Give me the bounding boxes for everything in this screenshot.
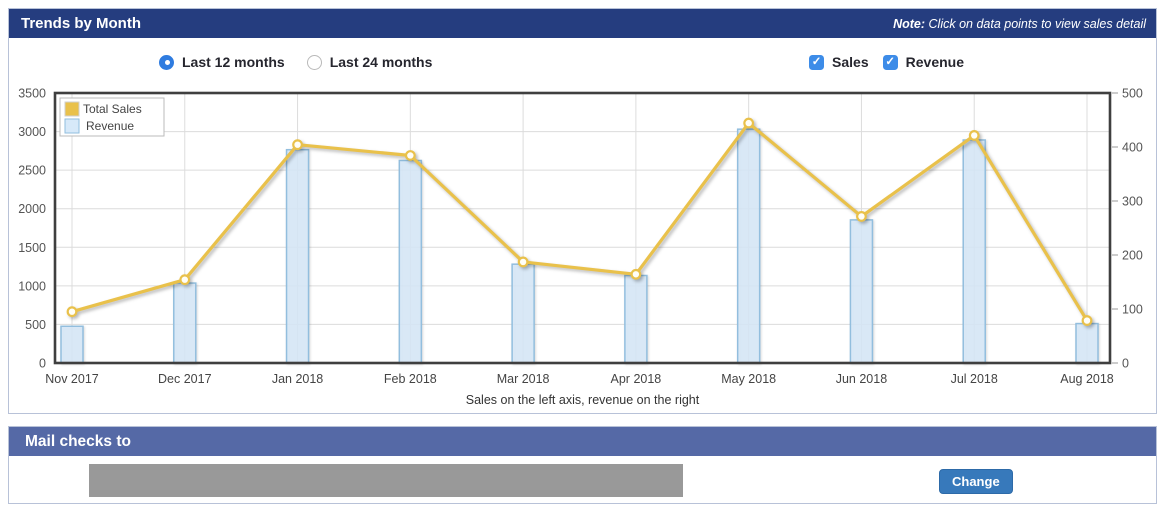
left-axis-tick-label: 0 bbox=[39, 357, 46, 371]
radio-last-24-months[interactable]: Last 24 months bbox=[306, 54, 433, 70]
sales-line bbox=[71, 121, 1089, 322]
revenue-bar[interactable] bbox=[173, 282, 197, 364]
period-radio-group: Last 12 months Last 24 months bbox=[159, 54, 432, 70]
radio-last-12-months-label: Last 12 months bbox=[182, 54, 285, 70]
checkbox-revenue[interactable]: Revenue bbox=[882, 54, 964, 70]
left-axis-tick-label: 2000 bbox=[18, 202, 46, 216]
right-axis-tick-label: 500 bbox=[1122, 87, 1143, 101]
x-axis-month-label: Jan 2018 bbox=[272, 372, 323, 386]
trends-panel: Trends by Month Note: Click on data poin… bbox=[8, 8, 1157, 414]
left-axis-tick-label: 1000 bbox=[18, 279, 46, 293]
sales-data-point[interactable] bbox=[630, 268, 642, 280]
revenue-bar[interactable] bbox=[962, 139, 986, 364]
plot-border bbox=[53, 91, 1112, 365]
radio-last-24-months-icon[interactable] bbox=[306, 54, 322, 70]
x-axis-month-label: May 2018 bbox=[721, 372, 776, 386]
right-axis-tick-label: 200 bbox=[1122, 249, 1143, 263]
legend-label-revenue: Revenue bbox=[86, 119, 134, 133]
chart-caption: Sales on the left axis, revenue on the r… bbox=[465, 393, 700, 407]
revenue-bar[interactable] bbox=[736, 128, 761, 364]
trends-chart[interactable]: 0 500 1000 1500 2000 2500 3000 3500 0 100 200 300 40… bbox=[9, 85, 1156, 391]
right-axis-tick-label: 0 bbox=[1122, 357, 1129, 371]
x-axis-month-label: Nov 2017 bbox=[45, 372, 99, 386]
x-axis-month-label: Jun 2018 bbox=[836, 372, 887, 386]
series-checkbox-group: Sales Revenue bbox=[809, 54, 964, 70]
trends-panel-header: Trends by Month Note: Click on data poin… bbox=[9, 9, 1156, 39]
note-prefix: Note: bbox=[893, 16, 926, 31]
left-axis-tick-label: 500 bbox=[25, 318, 46, 332]
right-axis-tick-label: 400 bbox=[1122, 141, 1143, 155]
mail-section: Mail checks to Change bbox=[8, 426, 1157, 504]
radio-last-24-months-label: Last 24 months bbox=[329, 54, 433, 70]
right-axis-tick-label: 100 bbox=[1122, 303, 1143, 317]
legend-label-total-sales: Total Sales bbox=[83, 102, 142, 116]
right-axis-tick-label: 300 bbox=[1122, 195, 1143, 209]
sales-data-point[interactable] bbox=[292, 139, 303, 151]
checkbox-sales-label: Sales bbox=[832, 54, 869, 70]
left-axis-tick-label: 3000 bbox=[18, 125, 46, 139]
sales-data-point[interactable] bbox=[179, 274, 191, 286]
panel-note: Note: Click on data points to view sales… bbox=[893, 17, 1146, 31]
mail-section-body: Change bbox=[9, 457, 1156, 503]
legend-swatch-revenue bbox=[64, 118, 80, 134]
checkbox-sales-icon[interactable] bbox=[809, 54, 825, 70]
sales-data-point[interactable] bbox=[404, 150, 416, 161]
left-axis-tick-label: 3500 bbox=[18, 87, 46, 101]
revenue-bar[interactable] bbox=[624, 274, 648, 364]
checkbox-revenue-icon[interactable] bbox=[882, 54, 898, 70]
revenue-bar[interactable] bbox=[285, 148, 310, 364]
x-axis-month-label: Feb 2018 bbox=[384, 372, 437, 386]
sales-data-point[interactable] bbox=[743, 117, 755, 129]
checkbox-revenue-label: Revenue bbox=[905, 54, 964, 70]
radio-last-12-months[interactable]: Last 12 months bbox=[159, 54, 285, 70]
trends-panel-body: Last 12 months Last 24 months Sales Reve… bbox=[9, 39, 1156, 413]
left-axis-tick-label: 2500 bbox=[18, 164, 46, 178]
sales-data-point[interactable] bbox=[66, 306, 78, 318]
x-axis-month-label: Jul 2018 bbox=[951, 372, 998, 386]
revenue-bar[interactable] bbox=[1075, 322, 1099, 364]
sales-data-point[interactable] bbox=[517, 256, 529, 268]
trends-chart-svg: 0 500 1000 1500 2000 2500 3000 3500 0 100 200 300 40… bbox=[18, 87, 1143, 387]
x-axis-month-label: Dec 2017 bbox=[158, 372, 212, 386]
redacted-address-box bbox=[89, 464, 683, 497]
left-axis-tick-label: 1500 bbox=[18, 241, 46, 255]
x-axis-month-label: Mar 2018 bbox=[497, 372, 550, 386]
x-axis-month-label: Aug 2018 bbox=[1060, 372, 1114, 386]
note-text: Click on data points to view sales detai… bbox=[925, 16, 1146, 31]
mail-section-header: Mail checks to bbox=[9, 427, 1156, 457]
x-axis-month-label: Apr 2018 bbox=[611, 372, 662, 386]
revenue-bar[interactable] bbox=[849, 219, 874, 364]
change-button[interactable]: Change bbox=[939, 469, 1013, 494]
sales-line-group bbox=[66, 117, 1093, 326]
sales-data-point[interactable] bbox=[856, 211, 867, 222]
sales-data-point[interactable] bbox=[1081, 315, 1093, 326]
checkbox-sales[interactable]: Sales bbox=[809, 54, 869, 70]
chart-controls-row: Last 12 months Last 24 months Sales Reve… bbox=[9, 39, 1156, 85]
radio-last-12-months-icon[interactable] bbox=[159, 54, 174, 70]
revenue-bar[interactable] bbox=[60, 325, 84, 364]
mail-section-title: Mail checks to bbox=[25, 432, 131, 450]
sales-data-point[interactable] bbox=[968, 130, 980, 141]
revenue-bar[interactable] bbox=[398, 159, 423, 364]
legend-swatch-total-sales bbox=[64, 101, 80, 117]
panel-title: Trends by Month bbox=[21, 15, 141, 32]
revenue-bars bbox=[60, 128, 1099, 364]
revenue-bar[interactable] bbox=[511, 263, 535, 364]
